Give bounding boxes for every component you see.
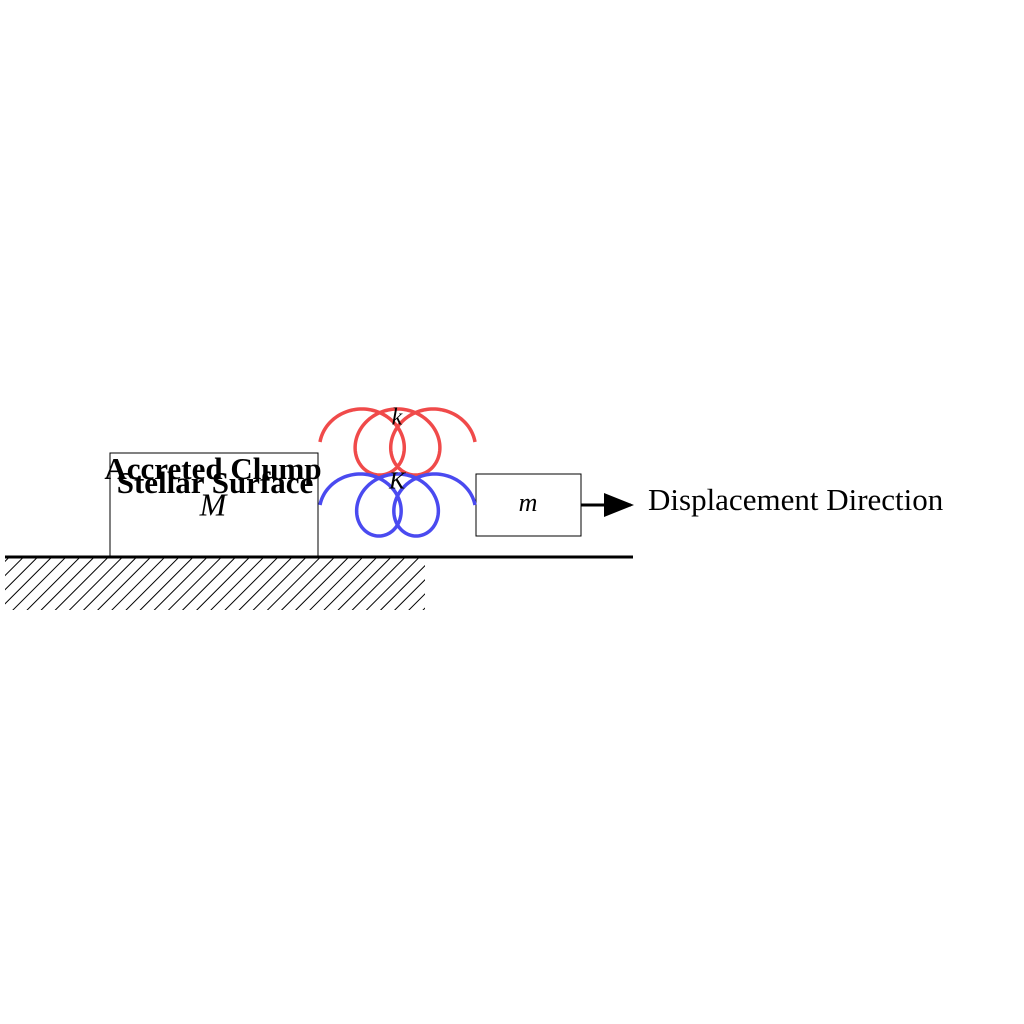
spring-K-label: K (388, 469, 407, 495)
spring-k-label: k (392, 405, 403, 431)
accreted-clump-label: Accreted Clump (104, 451, 321, 486)
ground-hatch (5, 558, 425, 610)
big-mass-box (109, 452, 319, 558)
spring-K (318, 472, 477, 538)
big-mass-label: M (199, 486, 229, 522)
displacement-label: Displacement Direction (648, 482, 944, 517)
spring-k (318, 407, 477, 477)
small-mass-label: m (519, 488, 538, 517)
stellar-surface-label: Stellar Surface (117, 465, 314, 500)
